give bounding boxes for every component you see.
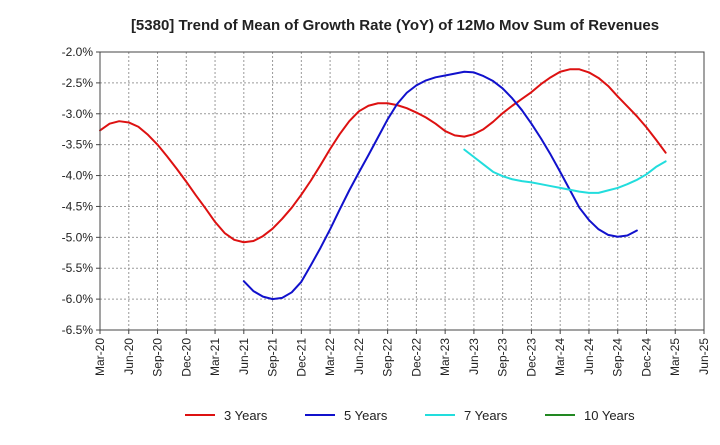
chart-title: [5380] Trend of Mean of Growth Rate (YoY… bbox=[131, 17, 659, 34]
x-tick-label: Jun-23 bbox=[467, 338, 481, 375]
y-tick-label: -2.0% bbox=[62, 45, 94, 59]
y-tick-label: -6.5% bbox=[62, 323, 94, 337]
y-axis: -6.5% -6.0% -5.5% -5.0% -4.5% -4.0% -3.5% -3.0%… bbox=[62, 45, 100, 337]
x-tick-label: Mar-23 bbox=[438, 338, 452, 376]
y-tick-label: -6.0% bbox=[62, 292, 94, 306]
x-tick-label: Mar-21 bbox=[208, 338, 222, 376]
x-tick-label: Sep-24 bbox=[611, 338, 625, 377]
legend-label-7-years: 7 Years bbox=[464, 408, 508, 423]
x-tick-label: Dec-21 bbox=[294, 338, 308, 377]
legend: 3 Years 5 Years 7 Years 10 Years bbox=[185, 408, 635, 423]
y-tick-label: -4.0% bbox=[62, 169, 94, 183]
x-axis: Mar-20 Jun-20 Sep-20 Dec-20 Mar-21 Jun-21 Sep-… bbox=[93, 330, 711, 377]
series-line-5-years bbox=[242, 70, 638, 301]
series-line-7-years bbox=[463, 148, 667, 194]
y-tick-label: -5.5% bbox=[62, 261, 94, 275]
x-tick-label: Jun-24 bbox=[582, 338, 596, 375]
x-tick-label: Mar-25 bbox=[668, 338, 682, 376]
x-tick-label: Jun-25 bbox=[697, 338, 711, 375]
plot-frame bbox=[99, 51, 705, 331]
x-tick-label: Jun-22 bbox=[352, 338, 366, 375]
y-tick-label: -5.0% bbox=[62, 230, 94, 244]
x-tick-label: Dec-20 bbox=[179, 338, 193, 377]
x-tick-label: Sep-21 bbox=[266, 338, 280, 377]
x-tick-label: Dec-23 bbox=[524, 338, 538, 377]
y-tick-label: -3.5% bbox=[62, 138, 94, 152]
x-tick-label: Dec-24 bbox=[639, 338, 653, 377]
x-tick-label: Jun-20 bbox=[122, 338, 136, 375]
y-tick-label: -3.0% bbox=[62, 107, 94, 121]
x-tick-label: Mar-20 bbox=[93, 338, 107, 376]
legend-label-3-years: 3 Years bbox=[224, 408, 268, 423]
legend-label-5-years: 5 Years bbox=[344, 408, 388, 423]
x-tick-label: Sep-20 bbox=[151, 338, 165, 377]
legend-label-10-years: 10 Years bbox=[584, 408, 635, 423]
x-tick-label: Mar-24 bbox=[553, 338, 567, 376]
series-line-3-years bbox=[99, 68, 667, 244]
x-tick-label: Sep-22 bbox=[381, 338, 395, 377]
y-tick-label: -4.5% bbox=[62, 199, 94, 213]
x-tick-label: Jun-21 bbox=[237, 338, 251, 375]
grid bbox=[100, 52, 704, 330]
y-tick-label: -2.5% bbox=[62, 76, 94, 90]
series-lines bbox=[99, 68, 667, 301]
x-tick-label: Dec-22 bbox=[409, 338, 423, 377]
x-tick-label: Sep-23 bbox=[496, 338, 510, 377]
x-tick-label: Mar-22 bbox=[323, 338, 337, 376]
